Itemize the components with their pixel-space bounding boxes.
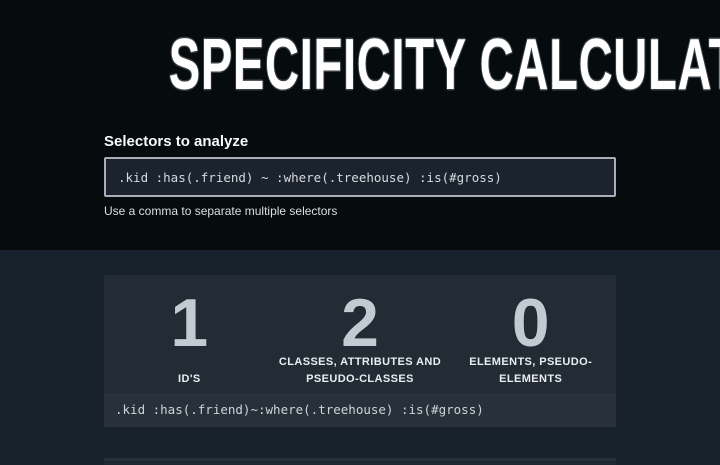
- specificity-card: 1 ID'S 2 CLASSES, ATTRIBUTES AND PSEUDO-…: [104, 275, 616, 427]
- specificity-stats: 1 ID'S 2 CLASSES, ATTRIBUTES AND PSEUDO-…: [104, 275, 616, 393]
- helper-text: Use a comma to separate multiple selecto…: [104, 204, 338, 218]
- stat-ids: 1 ID'S: [104, 285, 275, 388]
- results-section: 1 ID'S 2 CLASSES, ATTRIBUTES AND PSEUDO-…: [0, 250, 720, 465]
- stat-classes: 2 CLASSES, ATTRIBUTES AND PSEUDO-CLASSES: [275, 285, 446, 388]
- title-wrap: SPECIFICITY CALCULATOR: [0, 0, 720, 101]
- stat-classes-label: CLASSES, ATTRIBUTES AND PSEUDO-CLASSES: [278, 356, 442, 385]
- selectors-label: Selectors to analyze: [104, 133, 249, 150]
- stat-elements: 0 ELEMENTS, PSEUDO-ELEMENTS: [445, 285, 616, 388]
- stat-ids-value: 1: [170, 285, 209, 361]
- page-title: SPECIFICITY CALCULATOR: [168, 25, 720, 105]
- stat-elements-label: ELEMENTS, PSEUDO-ELEMENTS: [469, 356, 593, 385]
- hero-section: SPECIFICITY CALCULATOR Selectors to anal…: [0, 0, 720, 219]
- selector-display-bar: .kid :has(.friend)~:where(.treehouse) :i…: [104, 393, 616, 427]
- stat-ids-label: ID'S: [178, 373, 201, 385]
- next-card-peek: [104, 458, 616, 465]
- stat-elements-value: 0: [511, 285, 550, 361]
- selector-form: Selectors to analyze Use a comma to sepa…: [104, 133, 616, 219]
- selector-input[interactable]: [104, 157, 616, 197]
- stat-classes-value: 2: [341, 285, 379, 361]
